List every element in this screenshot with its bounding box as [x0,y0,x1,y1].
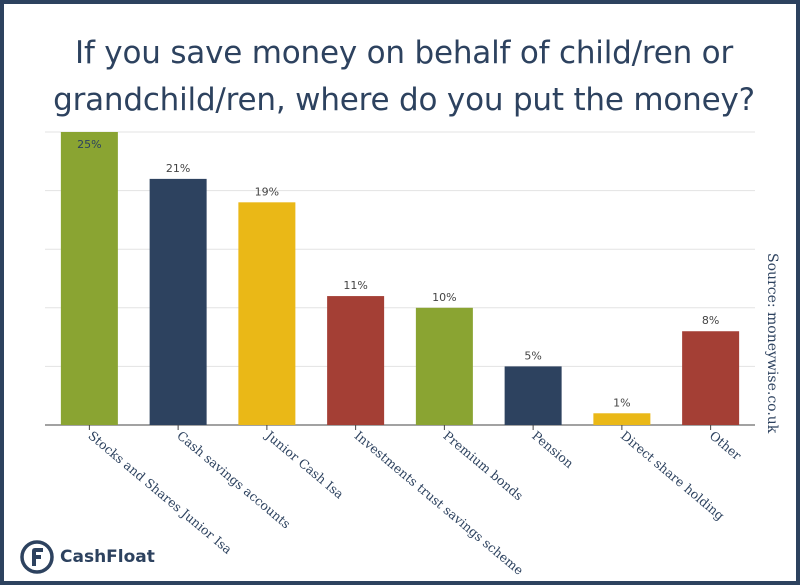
bar-3 [327,296,385,425]
category-label-3: Investments trust savings scheme [352,428,527,578]
value-label-3: 11% [343,279,367,292]
category-label-4: Premium bonds [440,428,526,503]
category-label-5: Pension [529,428,576,471]
value-label-5: 5% [524,349,541,362]
bar-5 [504,366,562,425]
value-label-7: 8% [702,314,719,327]
category-label-0: Stocks and Shares Junior Isa [85,428,235,557]
bar-7 [682,331,740,425]
bar-6 [593,413,651,425]
value-label-2: 19% [255,185,279,198]
brand-logo: CashFloat [20,540,155,574]
value-label-4: 10% [432,291,456,304]
bar-4 [415,307,473,425]
brand-name: CashFloat [60,547,155,567]
bar-2 [238,202,296,425]
bar-0 [60,132,118,425]
value-label-0: 25% [77,138,101,151]
chart-title: If you save money on behalf of child/ren… [14,30,794,124]
chart-title-line-1: If you save money on behalf of child/ren… [75,35,733,71]
source-note: Source: moneywise.co.uk [764,253,780,434]
category-label-2: Junior Cash Isa [261,427,347,502]
value-label-1: 21% [166,162,190,175]
chart-title-line-2: grandchild/ren, where do you put the mon… [53,82,755,118]
category-label-7: Other [707,428,745,463]
bar-1 [149,178,207,425]
value-label-6: 1% [613,396,630,409]
cashfloat-logo-icon [20,540,54,574]
